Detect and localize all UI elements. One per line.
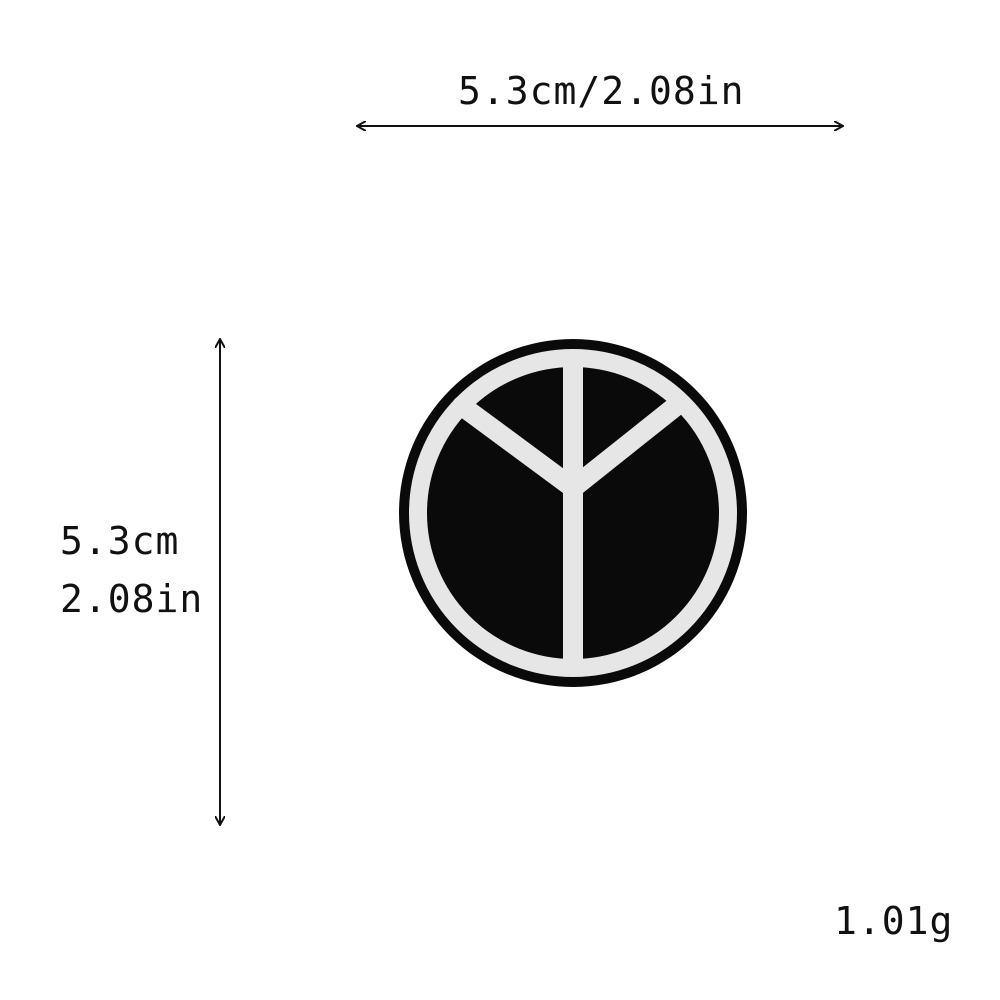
height-measurement-in-label: 2.08in <box>60 577 204 621</box>
weight-label: 1.01g <box>834 899 954 943</box>
peace-sign-patch-icon <box>399 339 747 687</box>
height-measurement-cm-label: 5.3cm <box>60 519 180 563</box>
width-measurement-label: 5.3cm/2.08in <box>458 69 745 113</box>
